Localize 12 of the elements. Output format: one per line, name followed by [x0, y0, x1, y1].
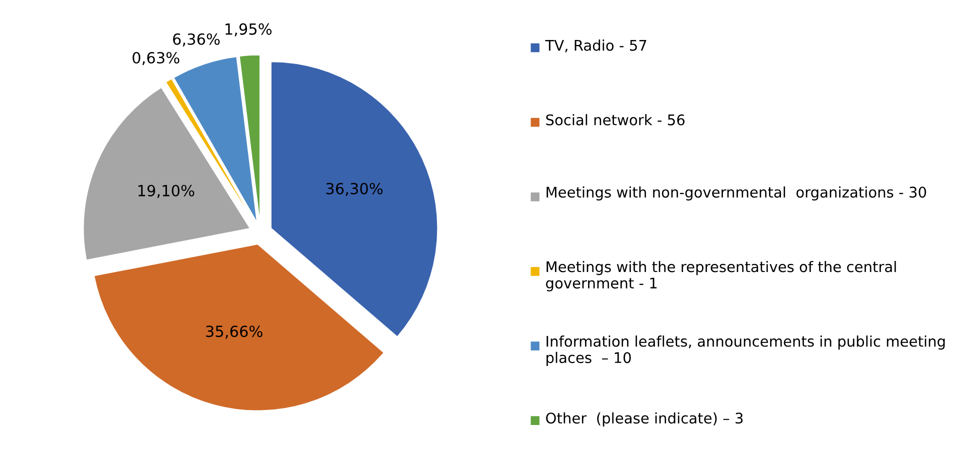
legend-label: Other (please indicate) – 3	[546, 412, 743, 426]
data-label: 0,63%	[132, 52, 180, 66]
legend-label: Social network - 56	[546, 114, 684, 126]
data-label: 35,66%	[206, 326, 262, 339]
data-label: 6,36%	[173, 33, 220, 46]
legend-label: Meetings with the representatives of the central government - 1	[546, 260, 896, 292]
data-label: 19,10%	[138, 184, 194, 198]
legend-label: Meetings with non-governmental organizations - 30	[546, 186, 926, 201]
legend-label: TV, Radio - 57	[545, 40, 646, 52]
data-label: 1,95%	[226, 23, 272, 36]
legend-label: Information leaflets, announcements in public meeting places – 10	[546, 336, 945, 366]
data-label: 36,30%	[326, 182, 383, 196]
